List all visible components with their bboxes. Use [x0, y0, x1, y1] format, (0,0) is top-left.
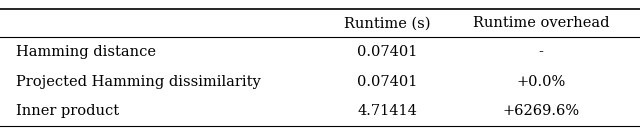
- Text: -: -: [538, 45, 543, 59]
- Text: 4.71414: 4.71414: [357, 105, 417, 119]
- Text: Inner product: Inner product: [16, 105, 119, 119]
- Text: Runtime (s): Runtime (s): [344, 16, 431, 30]
- Text: Projected Hamming dissimilarity: Projected Hamming dissimilarity: [16, 75, 260, 89]
- Text: Runtime overhead: Runtime overhead: [472, 16, 609, 30]
- Text: 0.07401: 0.07401: [357, 75, 417, 89]
- Text: 0.07401: 0.07401: [357, 45, 417, 59]
- Text: +6269.6%: +6269.6%: [502, 105, 579, 119]
- Text: Hamming distance: Hamming distance: [16, 45, 156, 59]
- Text: +0.0%: +0.0%: [516, 75, 565, 89]
